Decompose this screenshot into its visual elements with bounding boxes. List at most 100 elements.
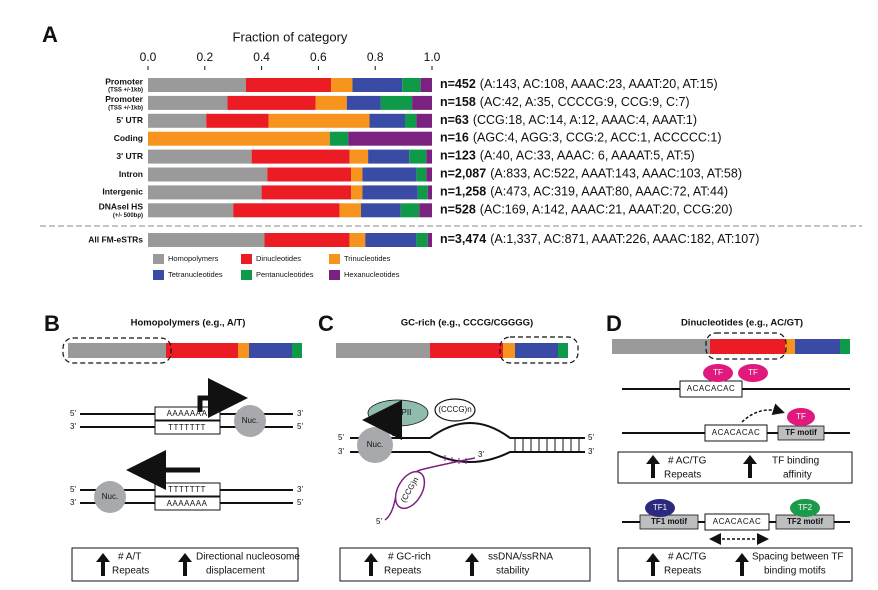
tf-label: TF: [796, 412, 806, 421]
legend-swatch: [153, 270, 164, 280]
bar-segment: [420, 78, 432, 92]
arrow: [362, 400, 402, 440]
panel-a: A Fraction of category 0.0 0.2 0.4 0.6 0.8 1.…: [40, 22, 862, 280]
effect-text: affinity: [783, 470, 812, 481]
bar-segment: [426, 167, 432, 182]
nucleosome-label: Nuc.: [367, 440, 383, 449]
category-label: Intron: [119, 169, 143, 179]
count-detail: (A:40, AC:33, AAAC: 6, AAAAT:5, AT:5): [480, 149, 695, 163]
effect-text: Spacing between TF: [752, 552, 844, 563]
motif-label: TF1 motif: [651, 517, 687, 526]
legend-label: Trinucleotides: [344, 254, 391, 263]
bar-segment: [261, 185, 352, 200]
up-arrow: [465, 553, 479, 576]
strand-end: 5': [297, 422, 303, 431]
bar-segment: [416, 113, 432, 128]
bar-segment: [368, 149, 410, 164]
count: n=16: [440, 131, 469, 145]
bar-segment: [400, 203, 420, 218]
count-label: n=3,474 (A:1,337, AC:871, AAAT:226, AAAC:…: [440, 232, 759, 246]
bar-segment: [365, 233, 417, 247]
mini-bar: [785, 339, 795, 354]
category-label: 5' UTR: [116, 115, 143, 125]
strand-end: 3': [297, 485, 303, 494]
tf-label: TF1: [653, 503, 668, 512]
up-arrow: [178, 553, 192, 576]
count-label: n=123 (A:40, AC:33, AAAC: 6, AAAAT:5, AT:…: [440, 149, 695, 163]
count-label: n=528 (AC:169, A:142, AAAC:21, AAAT:20, C…: [440, 203, 732, 217]
effect-text: TF binding: [772, 456, 819, 467]
category-label: DNAseI HS: [99, 202, 144, 212]
bar-segment: [416, 167, 427, 182]
count: n=158: [440, 95, 476, 109]
mini-bar: [292, 343, 302, 358]
effect-text: displacement: [206, 566, 265, 577]
count-label: n=452 (A:143, AC:108, AAAC:23, AAAT:20, A…: [440, 77, 718, 91]
mini-bar: [249, 343, 292, 358]
panel-d: D Dinucleotides (e.g., AC/GT) ACACACAC A…: [606, 311, 853, 582]
mini-bar: [336, 343, 430, 358]
effect-text: Repeats: [664, 566, 701, 577]
x-tick-label: 0.0: [140, 50, 157, 64]
mini-bar: [612, 339, 710, 354]
bar-segment: [148, 113, 207, 128]
up-arrow: [743, 455, 757, 478]
strand-end: 3': [478, 450, 484, 459]
bar-segment: [427, 233, 432, 247]
rna-pairs: [444, 455, 467, 464]
legend-label: Homopolymers: [168, 254, 219, 263]
effect-text: # A/T: [118, 552, 141, 563]
panel-title: Homopolymers (e.g., A/T): [131, 318, 246, 329]
bar-segment: [402, 78, 421, 92]
strand-end: 3': [70, 422, 76, 431]
bar-segment: [361, 203, 401, 218]
panel-label: D: [606, 311, 622, 336]
category-label: 3' UTR: [116, 151, 143, 161]
strand-end: 3': [588, 447, 594, 456]
mini-bar: [503, 343, 515, 358]
strand-end: 5': [297, 498, 303, 507]
bar-segment: [329, 131, 349, 146]
mini-bar: [840, 339, 850, 354]
bar-segment: [148, 167, 268, 182]
bar-segment: [362, 167, 417, 182]
sequence: TTTTTTT: [168, 423, 206, 432]
count-detail: (A:143, AC:108, AAAC:23, AAAT:20, AT:15): [480, 77, 718, 91]
mini-bar: [68, 343, 166, 358]
mini-bar: [515, 343, 558, 358]
bar-segment: [349, 149, 369, 164]
mini-bar: [430, 343, 503, 358]
nucleosome: [94, 481, 126, 513]
mini-bar: [166, 343, 238, 358]
bar-segment: [339, 203, 361, 218]
bar-segment: [346, 95, 381, 110]
count: n=528: [440, 203, 476, 217]
count-label: n=16 (AGC:4, AGG:3, CCG:2, ACC:1, ACCCCC:…: [440, 131, 722, 145]
category-label: Coding: [114, 133, 143, 143]
effect-box: [339, 547, 591, 582]
up-arrow: [96, 553, 110, 576]
x-tick-label: 0.6: [310, 50, 327, 64]
bar-segment: [405, 113, 417, 128]
effect-text: # AC/TG: [668, 552, 707, 563]
x-tick-label: 0.4: [253, 50, 270, 64]
arrow: [197, 378, 248, 418]
bar-segment: [427, 185, 432, 200]
category-sublabel: (TSS +/-1kb): [108, 105, 143, 111]
bar-segment: [267, 167, 352, 182]
strand-end: 5': [376, 517, 382, 526]
legend-label: Tetranucleotides: [168, 270, 223, 279]
nucleosome-label: Nuc.: [242, 416, 258, 425]
category-label: All FM-eSTRs: [88, 234, 143, 244]
sequence: ACACACAC: [713, 517, 761, 526]
bar-segment: [412, 95, 432, 110]
bar-segment: [245, 78, 332, 92]
mini-bar: [795, 339, 840, 354]
bar-segment: [251, 149, 350, 164]
category-label: Promoter: [105, 76, 143, 86]
legend-swatch: [153, 254, 164, 264]
bar-segment: [233, 203, 340, 218]
category-label: Promoter: [105, 94, 143, 104]
panel-label: A: [42, 22, 58, 47]
